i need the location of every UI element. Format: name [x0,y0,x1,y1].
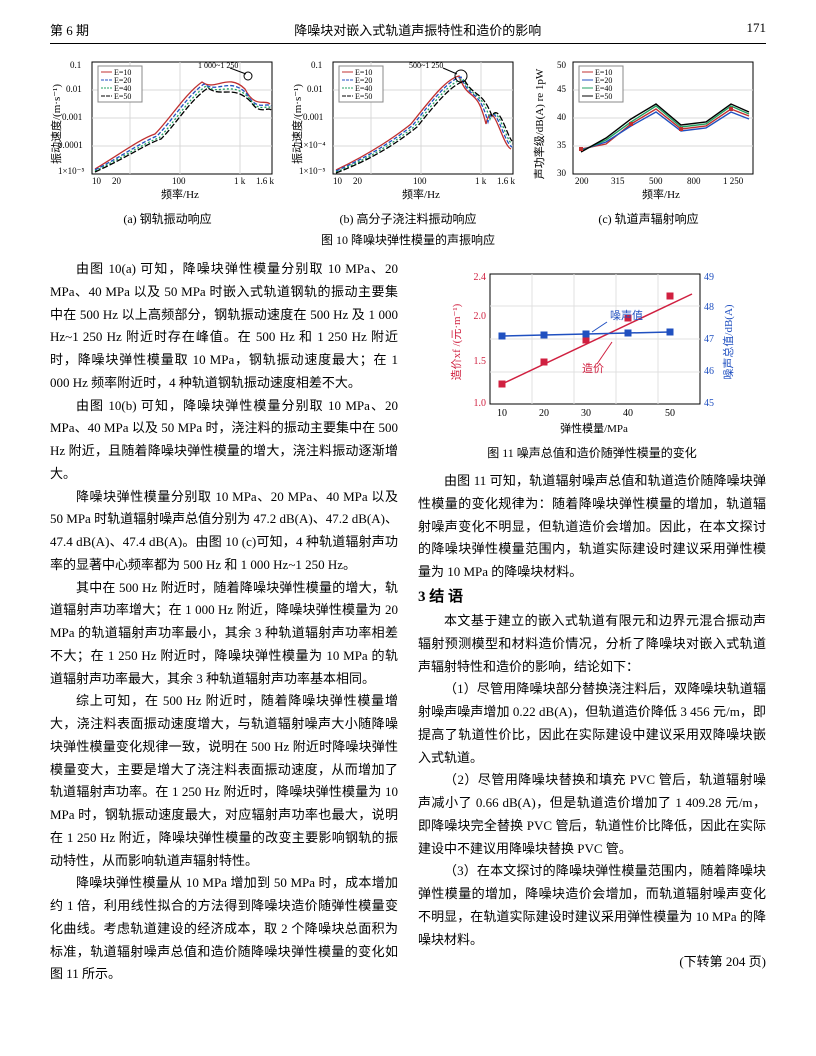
right-column: 噪声值 造价 10 20 30 40 50 1.0 1.5 2.0 2.4 [418,258,766,986]
svg-text:500: 500 [649,176,663,186]
svg-text:500~1 250: 500~1 250 [409,61,443,70]
issue: 第 6 期 [50,20,89,39]
svg-text:E=50: E=50 [355,92,372,101]
fig10a-caption: (a) 钢轨振动响应 [50,210,285,227]
svg-text:0.01: 0.01 [66,84,82,94]
svg-text:20: 20 [353,176,363,186]
left-column: 由图 10(a) 可知，降噪块弹性模量分别取 10 MPa、20 MPa、40 … [50,258,398,986]
ylabel: 振动速度/(m·s⁻¹) [50,84,63,164]
svg-text:30: 30 [581,408,591,419]
svg-text:弹性模量/MPa: 弹性模量/MPa [560,421,628,435]
svg-text:100: 100 [413,176,427,186]
svg-text:1.6 k: 1.6 k [497,176,516,186]
svg-text:48: 48 [704,302,714,313]
section-heading: 3 结 语 [418,584,766,610]
svg-text:10: 10 [333,176,343,186]
svg-text:1 k: 1 k [234,176,246,186]
svg-text:1.0: 1.0 [474,398,487,409]
para: 综上可知，在 500 Hz 附近时，随着降噪块弹性模量增大，浇注料表面振动速度增… [50,690,398,872]
annot: 1 000~1 250 [198,61,238,70]
svg-text:E=50: E=50 [595,92,612,101]
para: 降噪块弹性模量分别取 10 MPa、20 MPa、40 MPa 以及 50 MP… [50,486,398,577]
svg-text:200: 200 [575,176,589,186]
svg-text:声功率级/dB(A) re 1pW: 声功率级/dB(A) re 1pW [532,68,546,179]
svg-text:10: 10 [497,408,507,419]
para: 本文基于建立的嵌入式轨道有限元和边界元混合振动声辐射预测模型和材料造价情况，分析… [418,610,766,678]
para: 由图 10(a) 可知，降噪块弹性模量分别取 10 MPa、20 MPa、40 … [50,258,398,395]
svg-text:1.6 k: 1.6 k [256,176,275,186]
svg-text:47: 47 [704,334,714,345]
svg-text:0.1: 0.1 [311,60,322,70]
svg-text:E=50: E=50 [114,92,131,101]
svg-text:1.5: 1.5 [474,356,487,367]
svg-text:20: 20 [539,408,549,419]
fig10a: 1 000~1 250 E=10 E=20 E=40 E=50 10 20 10… [50,54,285,227]
svg-text:噪声值: 噪声值 [610,308,643,322]
fig11-caption: 图 11 噪声总值和造价随弹性模量的变化 [418,443,766,464]
svg-text:45: 45 [704,398,714,409]
svg-text:100: 100 [172,176,186,186]
svg-text:1×10⁻⁵: 1×10⁻⁵ [299,166,325,176]
fig10-title: 图 10 降噪块弹性模量的声振响应 [50,231,766,248]
svg-text:800: 800 [687,176,701,186]
svg-text:噪声总值/dB(A): 噪声总值/dB(A) [721,304,735,379]
svg-text:0.001: 0.001 [303,112,323,122]
fig10b-caption: (b) 高分子浇注料振动响应 [291,210,526,227]
svg-text:1 250: 1 250 [723,176,744,186]
fig10c-caption: (c) 轨道声辐射响应 [531,210,766,227]
fig10b: 500~1 250 E=10 E=20 E=40 E=50 10 20 100 … [291,54,526,227]
svg-text:315: 315 [611,176,625,186]
svg-text:频率/Hz: 频率/Hz [642,187,680,201]
para: （3）在本文探讨的降噪块弹性模量范围内，随着降噪块弹性模量的增加，降噪块造价会增… [418,860,766,951]
xlabel: 频率/Hz [161,187,199,201]
para: 由图 11 可知，轨道辐射噪声总值和轨道造价随降噪块弹性模量的变化规律为：随着降… [418,470,766,584]
svg-text:20: 20 [112,176,122,186]
svg-text:1 k: 1 k [475,176,487,186]
svg-text:50: 50 [665,408,675,419]
svg-text:振动速度/(m·s⁻¹): 振动速度/(m·s⁻¹) [291,84,304,164]
para: 由图 10(b) 可知，降噪块弹性模量分别取 10 MPa、20 MPa、40 … [50,395,398,486]
svg-text:造价: 造价 [582,361,604,375]
fig10c: E=10 E=20 E=40 E=50 200 315 500 800 1 25… [531,54,766,227]
svg-text:35: 35 [557,140,567,150]
fig11-chart: 噪声值 造价 10 20 30 40 50 1.0 1.5 2.0 2.4 [442,264,742,439]
svg-text:49: 49 [704,272,714,283]
svg-text:40: 40 [557,112,567,122]
page-number: 171 [747,20,767,39]
paper-title: 降噪块对嵌入式轨道声振特性和造价的影响 [294,20,541,39]
svg-text:10: 10 [92,176,102,186]
svg-text:2.4: 2.4 [474,272,487,283]
svg-text:50: 50 [557,60,567,70]
page-header: 第 6 期 降噪块对嵌入式轨道声振特性和造价的影响 171 [50,20,766,44]
svg-text:频率/Hz: 频率/Hz [402,187,440,201]
svg-text:40: 40 [623,408,633,419]
para: （2）尽管用降噪块替换和填充 PVC 管后，轨道辐射噪声减小了 0.66 dB(… [418,769,766,860]
para: 其中在 500 Hz 附近时，随着降噪块弹性模量的增大，轨道辐射声功率增大；在 … [50,577,398,691]
svg-text:0.001: 0.001 [62,112,82,122]
figure10-row: 1 000~1 250 E=10 E=20 E=40 E=50 10 20 10… [50,54,766,227]
svg-text:0.01: 0.01 [307,84,323,94]
svg-text:造价xf /(元·m⁻¹): 造价xf /(元·m⁻¹) [449,303,463,380]
svg-text:46: 46 [704,366,714,377]
svg-text:2.0: 2.0 [474,311,487,322]
continuation-note: (下转第 204 页) [418,951,766,974]
svg-text:0.1: 0.1 [70,60,81,70]
svg-text:1×10⁻⁵: 1×10⁻⁵ [58,166,84,176]
para: 降噪块弹性模量从 10 MPa 增加到 50 MPa 时，成本增加约 1 倍，利… [50,872,398,986]
svg-text:30: 30 [557,168,567,178]
svg-text:45: 45 [557,84,567,94]
para: （1）尽管用降噪块部分替换浇注料后，双降噪块轨道辐射噪声噪声增加 0.22 dB… [418,678,766,769]
